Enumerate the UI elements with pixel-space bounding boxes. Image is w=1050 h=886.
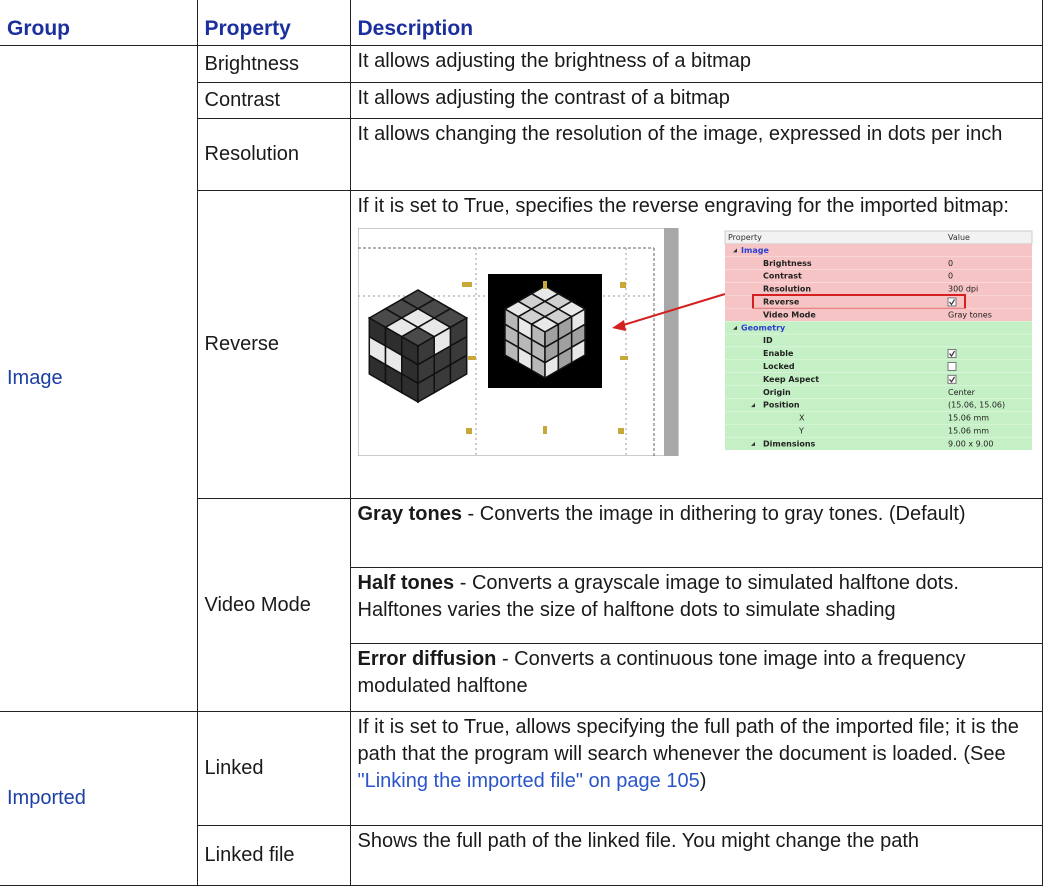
grid-row-value: 300 dpi bbox=[948, 285, 978, 294]
description-cell: If it is set to True, specifies the reve… bbox=[349, 190, 1043, 499]
grid-header: Property bbox=[728, 233, 762, 242]
option-term: Half tones bbox=[357, 572, 455, 594]
grid-row-bg bbox=[724, 385, 1032, 399]
grid-row-name: Geometry bbox=[741, 323, 786, 332]
grid-row-value: (15.06, 15.06) bbox=[948, 401, 1005, 410]
arrow bbox=[619, 293, 725, 327]
property-cell: Video Mode bbox=[196, 498, 351, 712]
property-cell: Reverse bbox=[196, 190, 351, 499]
description-cell: It allows adjusting the brightness of a … bbox=[349, 45, 1043, 83]
checkmark bbox=[948, 350, 955, 358]
grid-row-name: Locked bbox=[763, 362, 795, 371]
grid-row-value: 15.06 mm bbox=[948, 414, 989, 423]
checkmark bbox=[948, 299, 955, 306]
grid-row-name: Origin bbox=[763, 388, 791, 397]
grid-row-bg bbox=[724, 321, 1032, 335]
option-text: - Converts a continuous tone image into … bbox=[357, 648, 966, 697]
group-cell: Image bbox=[0, 45, 198, 712]
grid-row-value: 0 bbox=[948, 259, 953, 268]
arrow-head bbox=[611, 320, 626, 331]
grid-header-bg bbox=[724, 230, 1032, 245]
header-row: Group Property Description bbox=[0, 0, 1043, 46]
grid-row-bg bbox=[724, 411, 1032, 425]
property-cell: Resolution bbox=[196, 118, 351, 191]
expander bbox=[732, 325, 737, 330]
checkbox bbox=[947, 349, 956, 359]
property-cell: Linked bbox=[196, 711, 351, 826]
option-text: - Converts the image in dithering to gra… bbox=[461, 503, 966, 525]
screenshot: Property Value Image Brightness 0 Contrast 0 Re… bbox=[357, 228, 1032, 456]
grid-row-bg bbox=[724, 282, 1032, 296]
cube-images bbox=[367, 285, 587, 404]
description-cell: Shows the full path of the linked file. … bbox=[349, 825, 1043, 886]
header-cell: Property bbox=[196, 0, 351, 46]
checkbox bbox=[947, 374, 956, 384]
grid-row-bg bbox=[724, 424, 1032, 438]
grid-row-bg bbox=[724, 243, 1032, 257]
cube-tile bbox=[449, 354, 467, 385]
property-cell: Contrast bbox=[196, 82, 351, 119]
grid-row-name: ID bbox=[763, 336, 773, 345]
option-term: Error diffusion bbox=[357, 648, 497, 670]
group-cell: Imported bbox=[0, 711, 198, 886]
grid-row-value: Gray tones bbox=[948, 310, 992, 319]
description-text: ) bbox=[699, 770, 707, 792]
grid-row-name: Keep Aspect bbox=[763, 375, 819, 384]
description-cell: Half tones - Converts a grayscale image … bbox=[349, 567, 1043, 644]
header-cell: Description bbox=[349, 0, 1043, 46]
grid-row-bg bbox=[724, 269, 1032, 283]
description-cell: It allows adjusting the contrast of a bi… bbox=[349, 82, 1043, 119]
canvas-scrollbar bbox=[663, 228, 678, 456]
description-text: If it is set to True, allows specifying … bbox=[357, 716, 1019, 765]
grid-row-value: Center bbox=[948, 388, 976, 397]
cross-reference-link[interactable]: "Linking the imported file" on page 105 bbox=[357, 770, 700, 792]
grid-row-name: Position bbox=[763, 401, 800, 410]
description-cell: Gray tones - Converts the image in dithe… bbox=[349, 498, 1043, 568]
grid-row-bg bbox=[724, 308, 1032, 322]
grid-header: Value bbox=[948, 233, 970, 242]
property-cell: Linked file bbox=[196, 825, 351, 886]
expander bbox=[732, 248, 737, 253]
grid-row-value: 9.00 x 9.00 bbox=[948, 439, 993, 448]
header-cell: Group bbox=[0, 0, 198, 46]
grid-row-bg bbox=[724, 437, 1032, 451]
grid-row-name: Contrast bbox=[763, 272, 802, 281]
grid-row-name: Video Mode bbox=[763, 310, 816, 319]
grid-row-name: Resolution bbox=[763, 285, 811, 294]
grid-row-name: Dimensions bbox=[763, 439, 816, 448]
description-cell: It allows changing the resolution of the… bbox=[349, 118, 1043, 191]
description-text: If it is set to True, specifies the reve… bbox=[357, 195, 1009, 217]
selection-handles bbox=[461, 281, 628, 434]
grid-row-bg bbox=[724, 398, 1032, 412]
grid-row-name: Enable bbox=[763, 349, 794, 358]
checkmark bbox=[948, 376, 955, 383]
property-cell: Brightness bbox=[196, 45, 351, 83]
grid-row-name: Reverse bbox=[763, 297, 800, 306]
grid-row-value: 0 bbox=[948, 272, 953, 281]
cube-tile bbox=[570, 338, 586, 364]
option-text: - Converts a grayscale image to simulate… bbox=[357, 572, 959, 621]
grid-row-name: Brightness bbox=[763, 259, 812, 268]
description-cell: Error diffusion - Converts a continuous … bbox=[349, 643, 1043, 712]
grid-row-bg bbox=[724, 334, 1032, 348]
expander bbox=[750, 403, 755, 408]
expander bbox=[750, 441, 755, 446]
description-cell: If it is set to True, allows specifying … bbox=[349, 711, 1043, 826]
grid-row-bg bbox=[724, 256, 1032, 270]
checkbox bbox=[947, 361, 956, 371]
grid-row-name: Image bbox=[741, 246, 769, 255]
grid-row-value: 15.06 mm bbox=[948, 426, 989, 435]
grid-row-name: Y bbox=[798, 426, 804, 435]
grid-row-name: X bbox=[799, 414, 805, 423]
checkbox bbox=[947, 297, 956, 307]
option-term: Gray tones bbox=[357, 503, 462, 525]
